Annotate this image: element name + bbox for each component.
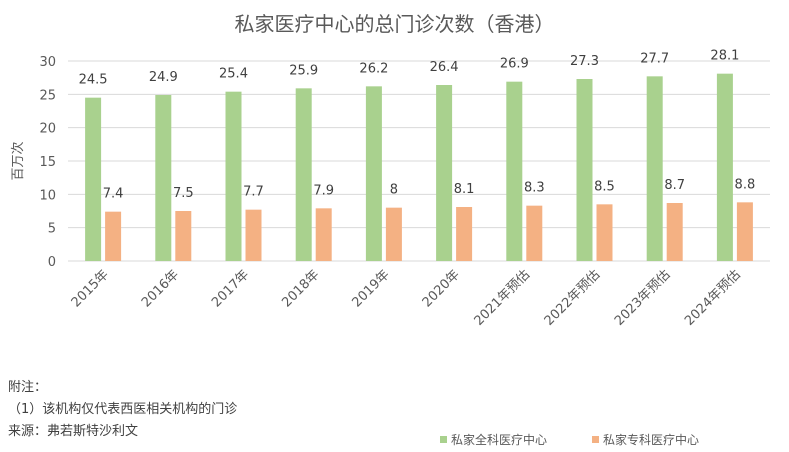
bar-specialist: [385, 207, 402, 261]
bar-specialist: [666, 203, 683, 261]
y-tick-label: 30: [39, 55, 56, 70]
data-label: 8.5: [594, 179, 615, 194]
legend-swatch-general: [440, 436, 447, 443]
chart-title: 私家医疗中心的总门诊次数（香港）: [234, 12, 555, 36]
bar-general: [225, 91, 242, 262]
legend-swatch-specialist: [592, 436, 599, 443]
bar-general: [295, 88, 312, 261]
data-label: 8.1: [454, 182, 475, 197]
data-label: 25.9: [289, 63, 318, 78]
data-label: 27.7: [640, 51, 669, 66]
bar-general: [85, 97, 102, 262]
x-tick-label: 2018年: [279, 267, 322, 310]
x-tick-label: 2021年预估: [472, 267, 534, 329]
legend-item-specialist: 私家专科医疗中心: [592, 431, 699, 448]
bar-specialist: [456, 207, 473, 261]
legend-label-general: 私家全科医疗中心: [451, 433, 548, 447]
y-tick-label: 20: [39, 122, 56, 137]
note-line-1: （1）该机构仅代表西医相关机构的门诊: [8, 402, 238, 417]
data-label: 8.7: [664, 178, 685, 193]
x-tick-label: 2019年: [350, 267, 393, 310]
bar-specialist: [526, 205, 543, 261]
bar-general: [155, 95, 172, 261]
y-tick-label: 25: [39, 88, 56, 103]
y-tick-label: 10: [39, 188, 56, 203]
y-tick-label: 0: [48, 255, 56, 270]
data-label: 7.7: [243, 185, 264, 200]
data-label: 27.3: [570, 54, 599, 69]
x-tick-label: 2015年: [69, 267, 112, 310]
bar-general: [646, 76, 663, 261]
data-label: 7.4: [103, 187, 124, 202]
bar-general: [576, 79, 593, 261]
bar-specialist: [105, 211, 122, 261]
bar-general: [506, 81, 523, 262]
bar-general: [365, 86, 382, 261]
data-label: 8.8: [735, 177, 756, 192]
bar-general: [436, 85, 453, 261]
y-tick-label: 15: [39, 155, 56, 170]
data-label: 28.1: [710, 49, 739, 64]
data-label: 26.4: [430, 60, 459, 75]
bar-specialist: [245, 209, 262, 261]
source-note: 来源：弗若斯特沙利文: [8, 424, 139, 439]
legend-label-specialist: 私家专科医疗中心: [603, 433, 700, 447]
data-label: 7.5: [173, 186, 194, 201]
note-heading: 附注：: [8, 380, 48, 395]
data-label: 8: [390, 183, 398, 198]
data-label: 7.9: [313, 183, 334, 198]
legend-item-general: 私家全科医疗中心: [440, 431, 547, 448]
y-axis-label: 百万次: [10, 141, 26, 180]
x-tick-label: 2022年预估: [542, 267, 604, 329]
x-tick-label: 2016年: [139, 267, 182, 310]
data-label: 8.3: [524, 181, 545, 196]
x-tick-label: 2017年: [209, 267, 252, 310]
x-tick-label: 2020年: [420, 267, 463, 310]
bar-specialist: [175, 211, 192, 261]
data-label: 26.2: [359, 61, 388, 76]
data-label: 25.4: [219, 67, 248, 82]
bar-specialist: [736, 202, 753, 261]
data-label: 26.9: [500, 57, 529, 72]
data-label: 24.9: [149, 70, 178, 85]
x-tick-label: 2024年预估: [682, 267, 744, 329]
y-tick-label: 5: [48, 222, 56, 237]
x-tick-label: 2023年预估: [612, 267, 674, 329]
bar-general: [716, 73, 733, 262]
data-label: 24.5: [79, 73, 108, 88]
bar-specialist: [315, 208, 332, 261]
bar-specialist: [596, 204, 613, 261]
